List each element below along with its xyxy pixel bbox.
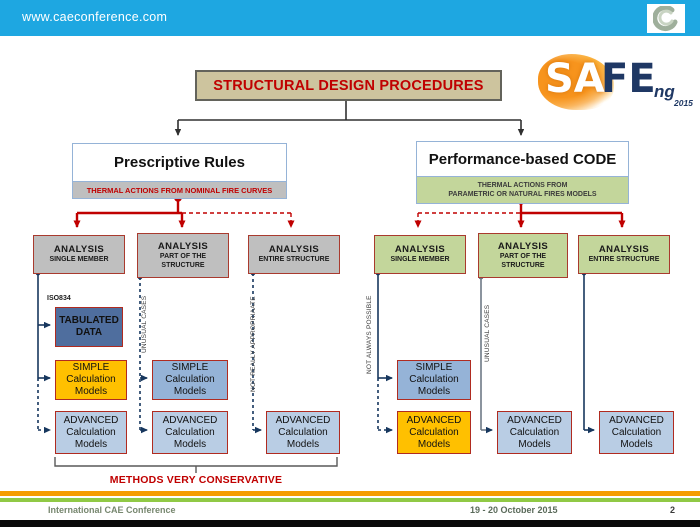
analysis-entire-structure-left: ANALYSIS ENTIRE STRUCTURE (248, 235, 340, 274)
flame-graphic (538, 54, 614, 110)
advanced-models-box-r2: ADVANCED Calculation Models (497, 411, 572, 454)
tabulated-line: TABULATED (59, 315, 119, 326)
not-really-appropriate-note: NOT REALLY APPROPRIAATE (250, 296, 257, 392)
model-line: ADVANCED (609, 414, 664, 426)
cae-conference-logo (647, 4, 685, 33)
model-line: SIMPLE (415, 362, 453, 373)
model-line: Calculation (278, 426, 328, 438)
analysis-sublabel: ENTIRE STRUCTURE (258, 256, 330, 264)
model-line: Calculation (409, 374, 459, 385)
model-line: Calculation (165, 426, 215, 438)
performance-code-title: Performance-based CODE (428, 150, 617, 168)
advanced-models-box-l3: ADVANCED Calculation Models (266, 411, 340, 454)
model-line: Models (417, 438, 451, 450)
prescriptive-band-text: THERMAL ACTIONS FROM NOMINAL FIRE CURVES (86, 185, 273, 195)
advanced-models-box-l1: ADVANCED Calculation Models (55, 411, 127, 454)
analysis-sublabel: ENTIRE STRUCTURE (588, 256, 660, 264)
conservative-bracket (54, 457, 338, 473)
model-line: Calculation (409, 426, 459, 438)
model-line: SIMPLE (171, 362, 209, 373)
logo-sa-text: SA (545, 56, 605, 102)
analysis-part-structure-left: ANALYSIS PART OF THE STRUCTURE (137, 233, 229, 278)
prescriptive-band: THERMAL ACTIONS FROM NOMINAL FIRE CURVES (73, 181, 286, 198)
analysis-single-member-left: ANALYSIS SINGLE MEMBER (33, 235, 125, 274)
model-line: Models (620, 438, 653, 450)
analysis-label: ANALYSIS (53, 244, 105, 256)
analysis-sublabel: PART OF THE (499, 252, 547, 260)
performance-band-line1: THERMAL ACTIONS FROM (477, 181, 568, 189)
footer-page-number: 2 (669, 505, 675, 515)
not-always-possible-note: NOT ALWAYS POSSIBLE (366, 295, 373, 374)
model-line: ADVANCED (63, 414, 119, 426)
advanced-models-box-r1: ADVANCED Calculation Models (397, 411, 471, 454)
model-line: Models (74, 438, 108, 450)
model-line: Models (173, 438, 207, 450)
analysis-sublabel: SINGLE MEMBER (49, 256, 109, 264)
model-line: SIMPLE (72, 362, 110, 373)
logo-year-text: 2015 (674, 98, 693, 108)
performance-code-box: Performance-based CODE THERMAL ACTIONS F… (416, 141, 629, 204)
simple-models-box-l1: SIMPLE Calculation Models (55, 360, 127, 400)
iso834-label: ISO834 (47, 295, 71, 302)
bottom-black-bar (0, 520, 700, 527)
website-link[interactable]: www.caeconference.com (22, 10, 168, 24)
tabulated-line: DATA (75, 327, 103, 338)
logo-fe-text: FE (601, 56, 656, 102)
model-line: ADVANCED (275, 414, 331, 426)
advanced-models-box-r3: ADVANCED Calculation Models (599, 411, 674, 454)
model-line: Calculation (611, 426, 662, 438)
analysis-label: ANALYSIS (497, 240, 549, 252)
page-title-text: STRUCTURAL DESIGN PROCEDURES (213, 77, 484, 94)
analysis-label: ANALYSIS (598, 244, 650, 256)
analysis-label: ANALYSIS (268, 244, 320, 256)
simple-models-box-l2: SIMPLE Calculation Models (152, 360, 228, 400)
model-line: ADVANCED (406, 414, 462, 426)
model-line: Models (74, 386, 108, 397)
model-line: Models (286, 438, 320, 450)
model-line: Models (173, 386, 207, 397)
analysis-label: ANALYSIS (394, 244, 446, 256)
model-line: Models (417, 386, 451, 397)
performance-band-line2: PARAMETRIC OR NATURAL FIRES MODELS (448, 191, 597, 198)
model-line: ADVANCED (162, 414, 218, 426)
model-line: Models (518, 438, 551, 450)
performance-band: THERMAL ACTIONS FROM PARAMETRIC OR NATUR… (417, 176, 628, 203)
safeng-logo: SA FE ng 2015 (538, 54, 696, 116)
analysis-entire-structure-right: ANALYSIS ENTIRE STRUCTURE (578, 235, 670, 274)
logo-ng-text: ng (654, 82, 675, 101)
unusual-cases-note-left: UNUSUAL CASES (141, 295, 148, 353)
model-line: ADVANCED (507, 414, 562, 426)
top-banner: www.caeconference.com (0, 0, 700, 36)
page-title: STRUCTURAL DESIGN PROCEDURES (195, 70, 502, 101)
model-line: Calculation (66, 426, 116, 438)
analysis-label: ANALYSIS (157, 240, 209, 252)
model-line: Calculation (509, 426, 560, 438)
simple-models-box-r1: SIMPLE Calculation Models (397, 360, 471, 400)
prescriptive-rules-box: Prescriptive Rules THERMAL ACTIONS FROM … (72, 143, 287, 199)
prescriptive-rules-title: Prescriptive Rules (114, 154, 245, 171)
analysis-sublabel: STRUCTURE (161, 262, 205, 269)
advanced-models-box-l2: ADVANCED Calculation Models (152, 411, 228, 454)
analysis-single-member-right: ANALYSIS SINGLE MEMBER (374, 235, 466, 274)
tabulated-data-box: TABULATED DATA (55, 307, 123, 347)
model-line: Calculation (66, 374, 116, 385)
footer-orange-stripe (0, 491, 700, 496)
footer-green-stripe (0, 498, 700, 502)
swirl-icon (653, 5, 678, 31)
unusual-cases-note-right: UNUSUAL CASES (484, 304, 491, 362)
analysis-sublabel: PART OF THE (159, 252, 207, 260)
analysis-sublabel: STRUCTURE (501, 262, 545, 269)
left-red-connectors (73, 194, 295, 228)
model-line: Calculation (165, 374, 215, 385)
footer-conference-name: International CAE Conference (48, 505, 176, 515)
analysis-sublabel: SINGLE MEMBER (390, 256, 450, 264)
footer-date: 19 - 20 October 2015 (470, 505, 558, 515)
methods-conservative-callout: METHODS VERY CONSERVATIVE (109, 474, 283, 486)
analysis-part-structure-right: ANALYSIS PART OF THE STRUCTURE (478, 233, 568, 278)
